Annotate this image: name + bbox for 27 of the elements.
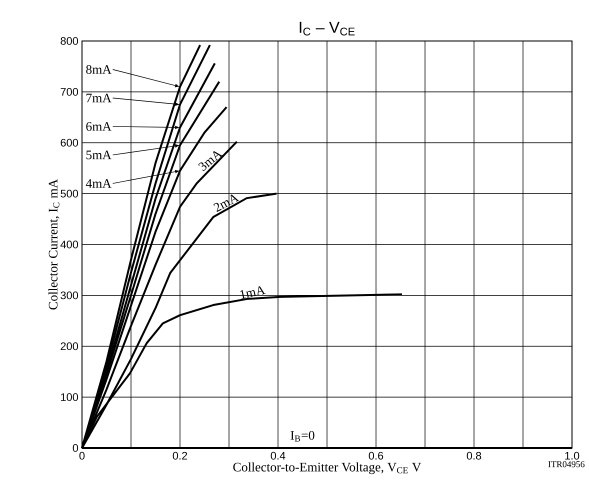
legend-label: 8mA [86,65,112,74]
y-tick-label: 400 [60,240,78,248]
x-tick-label: 0 [79,452,85,460]
text: 3mA [198,151,223,172]
y-tick-label: 200 [60,342,78,350]
series-label: I$_{B}$=0 [290,431,314,442]
y-tick-label: 800 [60,37,78,45]
legend-label: 7mA [86,94,112,102]
y-tick-label: 700 [60,88,78,96]
x-tick-label: 0.2 [172,452,188,460]
y-tick-label: 0 [72,444,78,452]
x-tick-label: 0.8 [466,452,482,460]
text: 2mA [213,194,240,212]
x-tick-label: 1.0 [565,452,580,460]
legend-label: 4mA [86,179,112,188]
y-tick-label: 500 [60,190,78,198]
x-tick-label: 0.4 [270,452,286,460]
chart-title: I$_{C}$ – V$_{CE}$ [300,22,355,36]
y-tick-label: 100 [61,393,78,401]
legend-label: 5mA [86,150,112,160]
text: ITR04956 [548,461,585,468]
legend-label: 6mA [86,122,112,131]
x-tick-label: 0.6 [368,452,384,460]
y-tick-label: 600 [60,138,78,147]
y-tick-label: 300 [60,291,78,300]
x-axis-title: Collector-to-Emitter Voltage, V$_{CE}$ V [233,462,422,474]
y-axis-title: Collector Current, I$_{C}$ mA [48,179,60,310]
